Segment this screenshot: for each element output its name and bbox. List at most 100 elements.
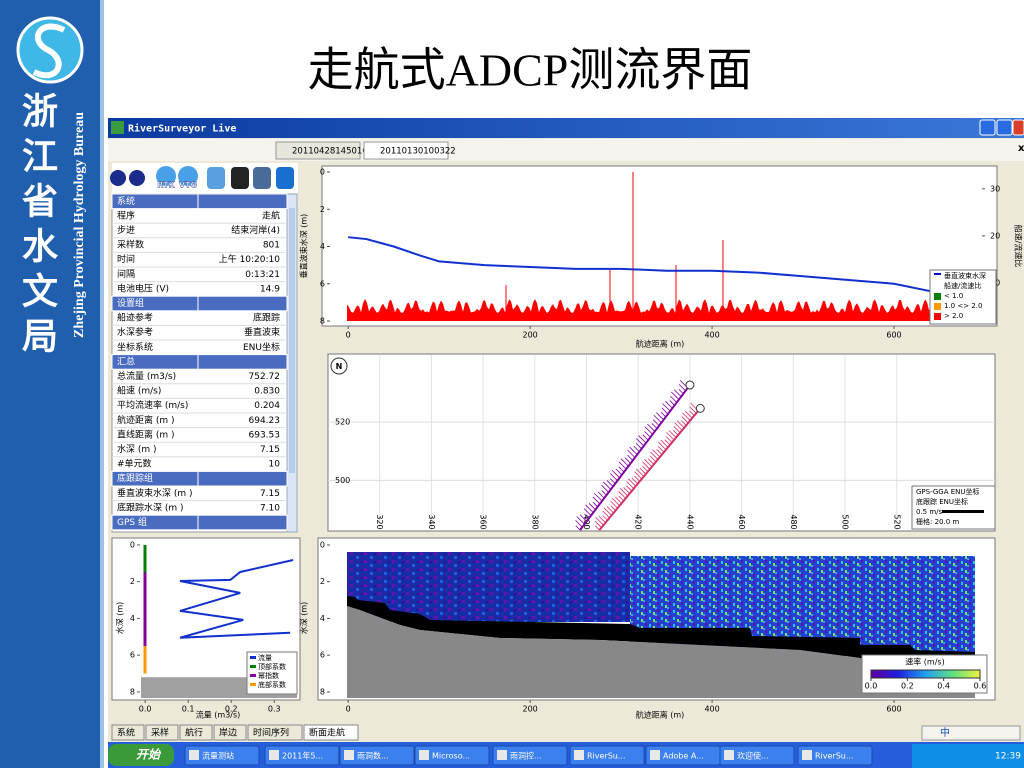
velocity-stick (618, 490, 626, 499)
tool-icon[interactable] (110, 170, 126, 186)
tool-icon[interactable] (207, 167, 225, 189)
tool-icon[interactable] (276, 167, 294, 189)
y-tick-label: 0 (130, 540, 135, 549)
velocity-stick (618, 461, 627, 470)
task-label: Adobe A... (663, 752, 704, 761)
view-tab[interactable] (111, 724, 145, 741)
y-tick-label: 4 (320, 614, 325, 623)
velocity-stick (592, 501, 598, 508)
flow-line (179, 559, 294, 639)
restore-button[interactable] (996, 119, 1013, 136)
task-button[interactable] (492, 745, 568, 766)
org-cn: 浙江省水文局 (16, 92, 57, 362)
view-tab-label: 岸边 (219, 728, 237, 739)
start-button[interactable] (108, 744, 174, 766)
scroll-thumb[interactable] (289, 208, 295, 473)
task-button[interactable] (414, 745, 490, 766)
velocity-stick (665, 400, 673, 409)
velocity-stick (670, 395, 678, 403)
velocity-stick (684, 410, 693, 419)
task-button[interactable] (569, 745, 645, 766)
view-tab[interactable] (145, 724, 179, 741)
x-tick-label: 340 (427, 514, 436, 529)
legend-swatch (934, 273, 941, 275)
view-tab-label: 航行 (185, 727, 203, 739)
bt-track (598, 407, 702, 531)
view-tab[interactable] (213, 724, 247, 741)
task-icon (269, 750, 279, 760)
file-tab[interactable] (363, 141, 449, 160)
velocity-stick (609, 478, 616, 484)
velocity-stick (644, 426, 653, 435)
velocity-stick (631, 477, 639, 485)
view-tab-label: 系统 (117, 727, 135, 739)
colorbar-tick-label: 0.4 (937, 682, 950, 691)
x-axis-label: 航迹距离 (m) (636, 339, 685, 349)
row-label: 航迹距离 (m ) (117, 414, 175, 426)
tool-icon[interactable] (231, 167, 249, 189)
x-tick-label: 0 (346, 705, 351, 714)
row-value: 上午 10:20:10 (219, 253, 281, 265)
legend-swatch (250, 674, 256, 677)
velocity-stick (598, 515, 606, 523)
tool-icon[interactable] (156, 166, 176, 186)
tool-icon[interactable] (178, 166, 198, 186)
row-value: 7.15 (260, 489, 280, 499)
north-arrow (330, 357, 348, 375)
task-button[interactable] (797, 745, 873, 766)
velocity-stick (668, 430, 677, 438)
velocity-stick (618, 466, 625, 473)
row-value: 14.9 (260, 284, 280, 294)
x-tick-label: 400 (704, 705, 719, 714)
legend-swatch (250, 656, 256, 659)
velocity-stick (620, 458, 629, 467)
close-tab[interactable]: x (1018, 143, 1024, 154)
row-label: #单元数 (117, 458, 152, 470)
velocity-stick (603, 507, 612, 516)
legend-label: 幂指数 (258, 671, 279, 680)
task-button[interactable] (719, 745, 795, 766)
velocity-stick (642, 461, 651, 470)
x-tick-label: 400 (704, 331, 719, 340)
x-tick-label: 480 (789, 514, 798, 529)
velocity-stick (647, 423, 656, 432)
axis-label: 垂直波束水深 (m) (299, 214, 309, 279)
velocity-stick (651, 423, 658, 429)
view-tab[interactable] (303, 724, 359, 741)
view-tab-label: 时间序列 (253, 727, 289, 739)
task-label: 2011年5... (282, 751, 323, 761)
end-marker (685, 380, 695, 390)
task-button[interactable] (184, 745, 260, 766)
axis-label: 水深 (m) (115, 602, 125, 635)
velocity-stick (611, 497, 620, 506)
task-button[interactable] (339, 745, 415, 766)
start-label: 开始 (136, 748, 162, 762)
task-button[interactable] (264, 745, 340, 766)
task-label: Microso... (432, 752, 470, 761)
velocity-stick (594, 493, 603, 502)
velocity-stick (579, 514, 587, 522)
velocity-stick (689, 410, 695, 416)
section-header (111, 295, 288, 312)
y-tick-label: 20 (990, 231, 1000, 240)
velocity-stick (670, 391, 680, 400)
view-tab[interactable] (247, 724, 303, 741)
velocity-stick (650, 456, 657, 463)
close-button[interactable] (1012, 119, 1024, 136)
legend-swatch (934, 293, 941, 300)
row-label: 采样数 (117, 239, 144, 251)
row-value: 0.830 (254, 387, 280, 397)
y-tick-label: 6 (320, 651, 325, 660)
velocity-stick (644, 431, 651, 438)
view-tab[interactable] (179, 724, 213, 741)
tool-icon[interactable] (253, 167, 271, 189)
tool-icon[interactable] (129, 170, 145, 186)
minimize-button[interactable] (979, 119, 996, 136)
row-label: 直线距离 (m ) (117, 428, 175, 440)
file-tab[interactable] (275, 141, 361, 160)
velocity-stick (665, 436, 673, 443)
task-icon (497, 750, 507, 760)
title-bar (108, 118, 1024, 138)
x-tick-label: 0.2 (225, 705, 238, 714)
